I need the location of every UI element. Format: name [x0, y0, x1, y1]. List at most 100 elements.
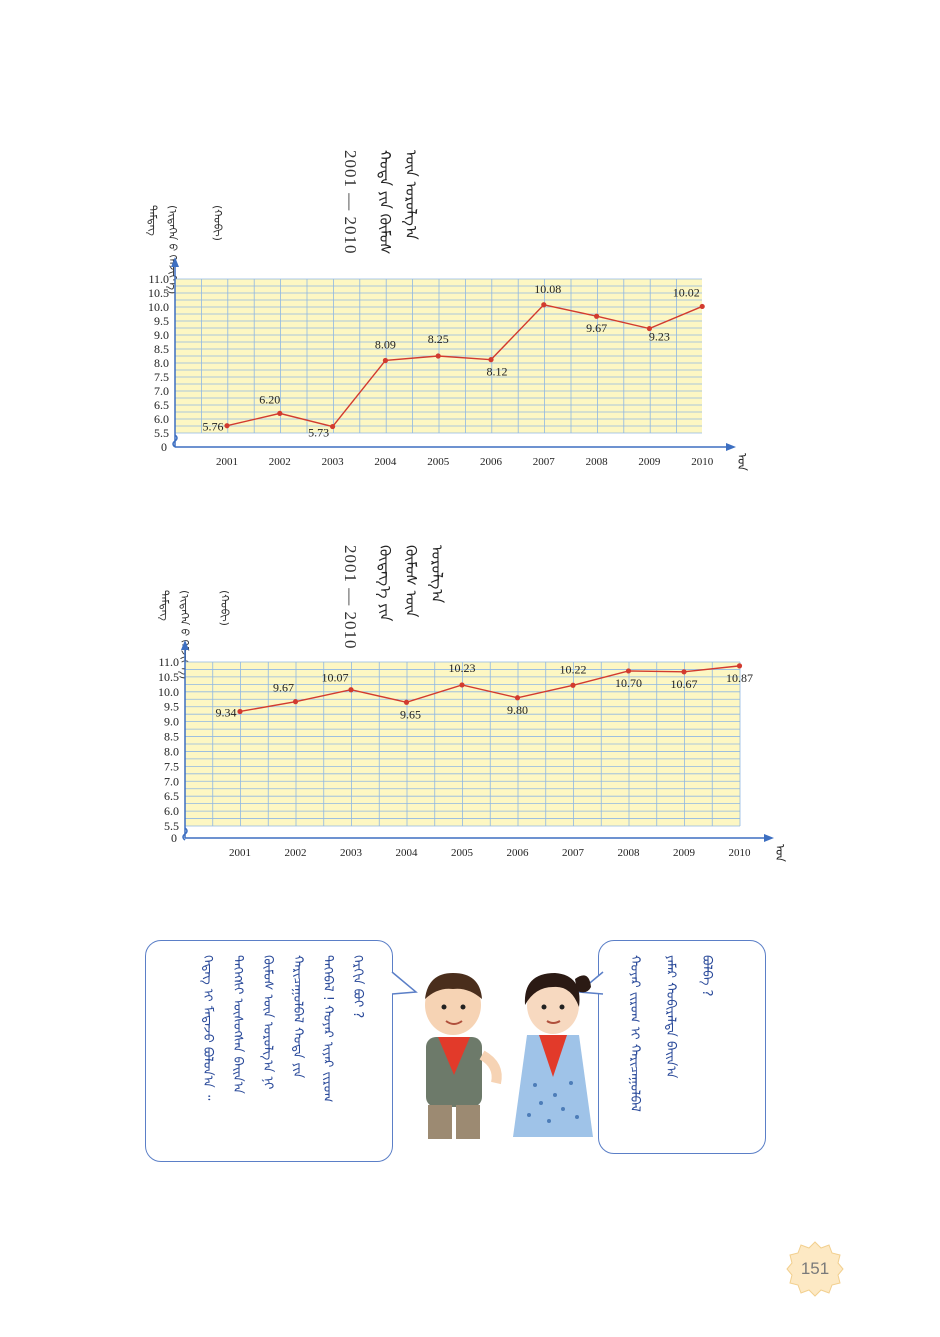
- boy-bubble-line: ᠬᠦᠮᠦᠰ ᠦᠨ ᠤᠷᠤᠯᠭ᠎ᠠ ᠨᠢ: [260, 955, 275, 1090]
- y-tick-label: 9.0: [164, 715, 179, 729]
- x-tick-label: 2003: [340, 847, 363, 859]
- y-tick-label: 9.5: [164, 700, 179, 714]
- boy-illustration-icon: [425, 973, 502, 1139]
- data-label: 9.80: [507, 703, 528, 717]
- y-tick-label: 10.5: [158, 670, 179, 684]
- data-label: 8.09: [375, 337, 396, 351]
- y-axis-arrow: [171, 257, 179, 267]
- x-tick-label: 2005: [451, 847, 474, 859]
- chart-1-title-years: 2001 — 2010: [341, 150, 360, 255]
- data-label: 10.08: [534, 282, 561, 296]
- data-label: 5.73: [308, 426, 329, 440]
- chart-1-title: ᠬᠣᠲᠠ ᠶᠢᠨ ᠬᠦᠮᠦᠰ ᠦᠨ ᠤᠷᠤᠯᠭ᠎ᠠ: [376, 150, 420, 255]
- data-label: 10.02: [673, 285, 700, 299]
- y-tick-label: 11.0: [148, 272, 169, 286]
- boy-bubble-line: ᠲᠡᠭᠡᠪᠡᠯ ! ᠬᠣᠶᠠᠷ ᠢᠶᠠᠷ ᠵᠢᠷᠤᠭ: [320, 955, 335, 1103]
- data-point: [277, 410, 283, 416]
- chart-1-plot: 11.010.510.09.59.08.58.07.57.06.56.05.50…: [148, 257, 749, 471]
- x-tick-label: 2006: [507, 847, 530, 859]
- y-tick-label: 6.0: [164, 804, 179, 818]
- chart-2-plot: 11.010.510.09.59.08.58.07.57.06.56.05.50…: [158, 640, 787, 862]
- origin-label: 0: [161, 440, 167, 454]
- x-tick-label: 2002: [285, 847, 307, 859]
- data-label: 10.23: [449, 661, 476, 675]
- data-point: [459, 682, 465, 688]
- x-tick-label: 2009: [638, 456, 661, 468]
- data-point: [541, 302, 547, 308]
- chart-1-ylabel-unit2: (ᠬᠤᠪᠢ): [211, 205, 224, 241]
- axis-break: [172, 434, 178, 448]
- girl-bubble-line: ᠬᠣᠶᠠᠷ ᠵᠢᠷᠤᠭ ᠢ ᠬᠠᠷᠢᠴᠠᠭᠤᠯᠪᠠᠯ: [627, 955, 642, 1112]
- x-axis-label: ᠣᠨ: [735, 453, 749, 471]
- axis-break: [182, 827, 188, 841]
- data-label: 9.65: [400, 707, 421, 721]
- y-tick-label: 7.5: [164, 759, 179, 773]
- origin-label: 0: [171, 831, 177, 845]
- x-tick-label: 2007: [533, 456, 556, 468]
- data-point: [403, 699, 410, 705]
- chart-2-ylabel: ᠲᠡᠮᠳᠡᠭ: [158, 590, 171, 621]
- girl-bubble-line: ᠶᠠᠮᠠᠷ ᠬᠤᠪᠢᠷᠠᠯᠲᠠ ᠪᠠᠢᠨ᠎ᠠ: [663, 955, 678, 1079]
- y-tick-label: 8.0: [154, 356, 169, 370]
- x-axis-arrow: [764, 834, 774, 842]
- x-axis-arrow: [726, 443, 736, 451]
- x-tick-label: 2004: [374, 456, 397, 468]
- boy-bubble-line: ᠬᠡᠷᠬᠢᠨ ᠪᠤᠢ ?: [350, 955, 365, 1019]
- page-number-badge-icon: [786, 1241, 844, 1297]
- y-tick-label: 8.0: [164, 744, 179, 758]
- x-axis-label: ᠣᠨ: [773, 844, 787, 862]
- y-tick-label: 10.0: [158, 685, 179, 699]
- x-tick-label: 2008: [618, 847, 641, 859]
- series-line: [226, 303, 703, 428]
- y-tick-label: 10.5: [148, 286, 169, 300]
- boy-bubble-line: ᠬᠠᠷᠢᠴᠠᠭᠤᠯᠪᠠᠯ ᠬᠣᠲᠠ ᠶᠢᠨ: [290, 955, 305, 1079]
- data-label: 10.22: [560, 662, 587, 676]
- data-point: [514, 695, 521, 701]
- data-label: 10.07: [322, 671, 349, 685]
- chart-2-title: ᠬᠦᠳᠡᠭ᠎ᠡ ᠶᠢᠨ ᠬᠦᠮᠦᠰ ᠦᠨ ᠤᠷᠤᠯᠭ᠎ᠠ: [376, 545, 446, 622]
- boy-bubble-line: ᠳᠡᠭᠡᠭᠰᠢ ᠥᠰᠦᠭᠰᠡᠨ ᠪᠠᠢᠨ᠎ᠠ: [230, 955, 245, 1094]
- boy-speech-bubble: ᠬᠡᠷᠬᠢᠨ ᠪᠤᠢ ? ᠲᠡᠭᠡᠪᠡᠯ ! ᠬᠣᠶᠠᠷ ᠢᠶᠠᠷ ᠵᠢᠷᠤᠭ …: [145, 940, 393, 1162]
- x-tick-label: 2010: [691, 456, 714, 468]
- chart-2-ylabel-unit: (ᠢᠳᠡᠭᠡᠨ ᠤ᠋ ᠬᠡᠮᠵᠢᠶ᠎ᠡ): [178, 590, 191, 680]
- data-point: [594, 313, 600, 319]
- data-point: [382, 357, 388, 364]
- boy-bubble-tail: [391, 971, 418, 995]
- data-point: [488, 357, 494, 363]
- data-point: [570, 682, 576, 688]
- data-label: 8.25: [428, 332, 449, 346]
- y-tick-label: 8.5: [154, 342, 169, 356]
- data-point: [237, 708, 243, 715]
- y-tick-label: 9.0: [154, 328, 169, 342]
- data-label: 9.23: [649, 330, 670, 344]
- data-label: 5.76: [203, 420, 224, 434]
- data-label: 10.70: [615, 676, 642, 690]
- x-tick-label: 2009: [673, 847, 696, 859]
- x-tick-label: 2005: [427, 456, 450, 468]
- data-label: 6.20: [259, 392, 280, 406]
- data-point: [625, 668, 632, 674]
- chart-1-ylabel: ᠲᠡᠮᠳᠡᠭ: [146, 205, 159, 236]
- y-tick-label: 5.5: [154, 426, 169, 440]
- chart-2-ylabel-unit2: (ᠬᠤᠪᠢ): [218, 590, 231, 626]
- x-tick-label: 2007: [562, 847, 585, 859]
- data-point: [435, 353, 441, 359]
- y-tick-label: 6.5: [164, 789, 179, 803]
- y-tick-label: 8.5: [164, 730, 179, 744]
- y-tick-label: 10.0: [148, 300, 169, 314]
- page-number: 151: [800, 1259, 830, 1278]
- data-point: [681, 669, 687, 675]
- y-tick-label: 5.5: [164, 819, 179, 833]
- y-axis-arrow: [181, 640, 189, 650]
- girl-illustration-icon: [513, 973, 593, 1137]
- data-point: [224, 423, 230, 429]
- girl-speech-bubble: ᠬᠣᠶᠠᠷ ᠵᠢᠷᠤᠭ ᠢ ᠬᠠᠷᠢᠴᠠᠭᠤᠯᠪᠠᠯ ᠶᠠᠮᠠᠷ ᠬᠤᠪᠢᠷᠠᠯ…: [598, 940, 766, 1154]
- data-point: [330, 423, 336, 430]
- y-tick-label: 7.0: [154, 384, 169, 398]
- y-tick-label: 11.0: [158, 655, 179, 669]
- data-label: 8.12: [487, 365, 508, 379]
- y-tick-label: 6.5: [154, 398, 169, 412]
- data-point: [699, 303, 705, 310]
- x-tick-label: 2001: [229, 847, 251, 859]
- y-tick-label: 9.5: [154, 314, 169, 328]
